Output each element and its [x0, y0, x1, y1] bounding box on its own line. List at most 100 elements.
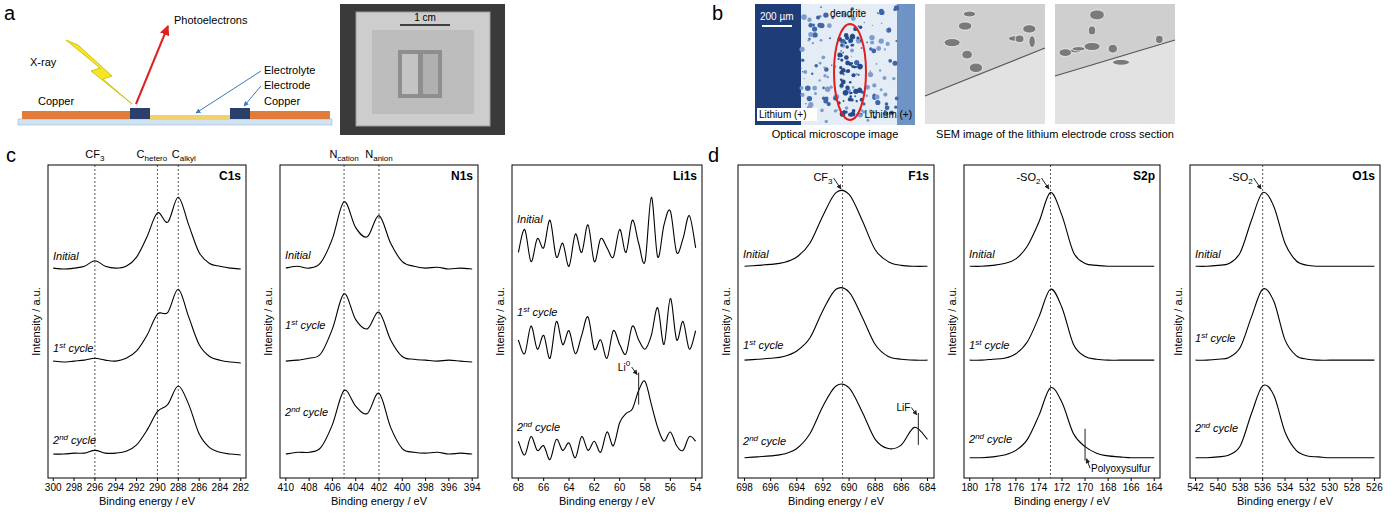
- dendrite-speckle: [844, 55, 849, 60]
- tick-label: 166: [1123, 482, 1140, 493]
- tick-label: 396: [441, 482, 458, 493]
- reference-line: [379, 165, 380, 478]
- speckle: [816, 16, 820, 20]
- dendrite-speckle: [857, 37, 860, 40]
- dendrite-speckle: [852, 73, 856, 77]
- speckle: [829, 37, 831, 39]
- tick-mark: [136, 478, 137, 481]
- speckle: [837, 109, 839, 111]
- dendrite-speckle: [841, 80, 846, 85]
- scale-label: 200 µm: [760, 11, 794, 22]
- tick-mark: [901, 478, 902, 481]
- speckle: [812, 24, 815, 27]
- tick-mark: [1015, 478, 1016, 481]
- speckle: [808, 32, 813, 37]
- speckle: [895, 97, 899, 101]
- dendrite-speckle: [843, 100, 845, 102]
- spectrum-line: [970, 289, 1154, 360]
- panel-title: Li1s: [673, 169, 697, 183]
- tick-label: 170: [1077, 482, 1094, 493]
- tick-mark: [94, 478, 95, 481]
- tick-mark: [927, 478, 928, 481]
- tick-mark: [1374, 478, 1375, 481]
- speckle: [803, 70, 807, 74]
- dendrite-speckle: [841, 44, 844, 47]
- sem-pore: [1088, 26, 1095, 35]
- series-label-part: cycle: [758, 435, 786, 447]
- series-label: 1st cycle: [285, 318, 325, 331]
- reference-line: [1085, 429, 1086, 461]
- tick-mark: [332, 478, 333, 481]
- speckle: [823, 74, 826, 77]
- tick-label: 406: [324, 482, 341, 493]
- tick-label: 288: [170, 482, 187, 493]
- spectrum-line: [1196, 289, 1375, 361]
- dendrite-speckle: [848, 62, 852, 66]
- sem-image: [925, 4, 1045, 124]
- scale-bar: [762, 25, 792, 27]
- speckle: [823, 66, 825, 68]
- speckle: [802, 71, 804, 73]
- tick-label: 178: [984, 482, 1001, 493]
- spectrum-line: [286, 390, 472, 454]
- annotation-arrow: [632, 367, 638, 375]
- speckle: [819, 79, 821, 81]
- tick-label: 528: [1344, 482, 1361, 493]
- schematic-label: Copper: [38, 95, 74, 107]
- tick-label: 64: [563, 482, 575, 493]
- schematic-label: Electrode: [264, 79, 310, 91]
- speckle: [851, 44, 854, 47]
- speckle: [842, 52, 844, 54]
- sem-pore: [1113, 59, 1130, 65]
- speckle: [827, 23, 832, 28]
- speckle: [868, 72, 873, 77]
- dendrite-speckle: [851, 44, 853, 46]
- annotation-superscript: 0: [626, 359, 631, 368]
- image-label: dendrite: [830, 8, 867, 19]
- schematic: PhotoelectronsX-rayCopperElectrolyteElec…: [18, 14, 332, 125]
- tick-label: 536: [1254, 482, 1271, 493]
- series-label-part: cycle: [1210, 422, 1238, 434]
- tick-label: 688: [867, 482, 884, 493]
- speckle: [876, 63, 878, 65]
- speckle: [822, 87, 825, 90]
- plot-area: [53, 165, 241, 478]
- tick-label: 56: [665, 482, 677, 493]
- figure: abcdPhotoelectronsX-rayCopperElectrolyte…: [0, 0, 1394, 513]
- tick-label: 168: [1100, 482, 1117, 493]
- annotation-text: -SO: [1016, 171, 1036, 183]
- spectrum-line: [53, 289, 241, 363]
- speckle: [878, 13, 879, 14]
- speckle: [814, 92, 817, 95]
- speckle: [879, 9, 884, 14]
- series-label-part: 2: [742, 435, 749, 447]
- panel-title: S2p: [1133, 169, 1155, 183]
- panel-title: O1s: [1352, 169, 1375, 183]
- dendrite-speckle: [850, 112, 855, 117]
- spectrum-line: [518, 381, 695, 460]
- spectrum-line: [1196, 192, 1375, 266]
- speckle: [825, 87, 830, 92]
- annotation-label: CF3: [813, 171, 833, 186]
- speckle: [805, 85, 811, 91]
- speckle: [820, 109, 824, 113]
- schematic-label: Copper: [264, 95, 300, 107]
- speckle: [881, 22, 883, 24]
- speckle: [871, 49, 876, 54]
- series-label-part: 2: [968, 433, 975, 445]
- spectrum-line: [53, 386, 241, 455]
- speckle: [840, 42, 845, 47]
- series-label-part: 2: [284, 406, 291, 418]
- reference-line: [157, 165, 158, 478]
- reference-line: [918, 413, 919, 445]
- dendrite-speckle: [851, 33, 854, 36]
- series-label: 1st cycle: [1195, 331, 1235, 344]
- series-label: Initial: [517, 213, 543, 225]
- optical-image: dendrite200 µmLithium (+)Lithium (+): [755, 4, 915, 125]
- spectrum-line: [745, 288, 928, 361]
- spectrum-line: [518, 298, 695, 358]
- series-label: 1st cycle: [53, 341, 93, 354]
- tick-mark: [1262, 478, 1263, 481]
- dendrite-speckle: [843, 90, 849, 96]
- dendrite-speckle: [850, 92, 852, 94]
